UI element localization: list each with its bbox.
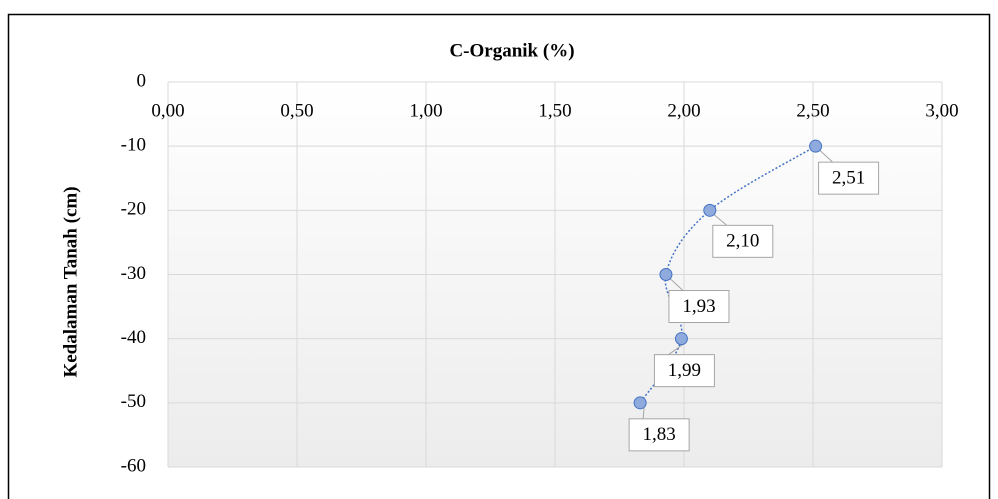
- x-tick-label: 2,50: [796, 100, 829, 121]
- x-tick-label: 1,50: [538, 100, 571, 121]
- leader-line: [669, 278, 684, 291]
- marker: [659, 268, 673, 281]
- x-tick-label: 2,00: [667, 100, 700, 121]
- y-tick-label: -40: [121, 327, 146, 348]
- y-tick-label: -30: [121, 263, 146, 284]
- data-label: 2,10: [726, 231, 759, 252]
- leader-line: [819, 149, 833, 163]
- y-tick-label: -20: [121, 199, 146, 220]
- y-tick-label: -50: [121, 391, 146, 412]
- x-tick-label: 1,00: [409, 100, 442, 121]
- leader-line: [713, 213, 728, 226]
- leader-line: [642, 406, 645, 419]
- chart-title: C-Organik (%): [449, 40, 574, 61]
- x-tick-label: 0,50: [280, 100, 313, 121]
- data-label: 1,99: [668, 360, 701, 381]
- y-axis-label: Kedalaman Tanah (cm): [60, 186, 81, 377]
- x-tick-label: 3,00: [925, 100, 958, 121]
- y-tick-label: 0: [137, 70, 147, 91]
- y-tick-label: -10: [121, 135, 146, 156]
- label-box: [653, 354, 715, 388]
- label-box: [668, 290, 730, 323]
- marker: [809, 139, 823, 153]
- marker: [633, 396, 647, 410]
- data-label: 2,51: [832, 168, 865, 189]
- y-tick-label: -60: [121, 455, 146, 476]
- data-label: 1,93: [682, 296, 715, 317]
- data-label: 1,83: [643, 424, 676, 445]
- marker: [703, 203, 717, 217]
- label-box: [712, 224, 774, 258]
- label-box: [628, 418, 690, 452]
- label-box: [818, 161, 880, 195]
- x-tick-label: 0,00: [151, 100, 184, 121]
- marker: [674, 332, 688, 346]
